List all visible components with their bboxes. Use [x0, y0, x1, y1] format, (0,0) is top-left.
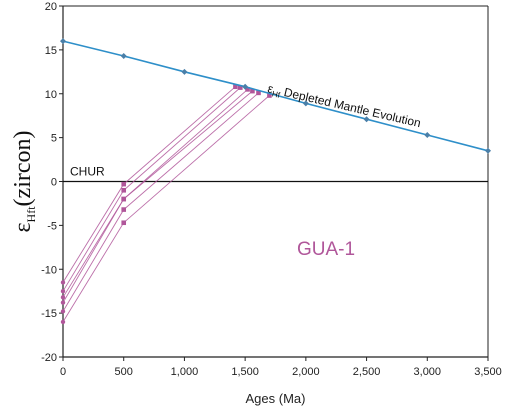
y-tick-label: -10 — [41, 264, 57, 276]
depleted-mantle-label-subscript: Hf — [271, 89, 282, 100]
sample-evolution-line — [62, 95, 270, 323]
y-axis-title-symbol: ε — [10, 222, 36, 232]
sample-evolution-line — [62, 89, 248, 298]
depleted-mantle-label-text: Depleted Mantle Evolution — [279, 84, 422, 130]
y-axis-title-subscript: Hft — [24, 206, 38, 223]
y-tick-label: -15 — [41, 308, 57, 320]
sample-point-present — [60, 309, 66, 314]
depleted-mantle-point — [120, 53, 127, 60]
y-tick-label: 10 — [45, 89, 57, 101]
sample-evolution-line — [62, 92, 259, 312]
sample-point-model-age — [245, 87, 250, 92]
x-axis-title: Ages (Ma) — [246, 391, 306, 406]
sample-evolution-line — [62, 86, 236, 283]
sample-point-present — [60, 280, 66, 285]
depleted-mantle-point — [181, 68, 188, 75]
depleted-mantle-point — [485, 147, 491, 154]
sample-point-present — [60, 288, 66, 294]
y-tick-label: 20 — [45, 1, 57, 13]
depleted-mantle-point — [363, 116, 370, 123]
x-tick-label: 2,000 — [292, 366, 320, 378]
y-axis-title: εHft(zircon) — [10, 130, 38, 232]
x-tick-label: 2,500 — [353, 366, 381, 378]
depleted-mantle-label: εHf Depleted Mantle Evolution — [266, 81, 422, 132]
sample-evolution-line — [62, 87, 241, 292]
sample-point-model-age — [237, 85, 243, 90]
depleted-mantle-point — [242, 83, 249, 90]
sample-point-present — [60, 319, 66, 325]
sample-point-model-age — [233, 84, 238, 90]
sample-point-crystallization — [121, 196, 127, 202]
y-tick-label: -5 — [47, 220, 57, 232]
y-tick-label: 5 — [51, 133, 57, 145]
depleted-mantle-line — [62, 40, 489, 152]
depleted-mantle-point — [60, 38, 66, 45]
sample-point-present — [60, 300, 66, 305]
sample-point-crystallization — [121, 220, 127, 226]
sample-point-crystallization — [121, 207, 127, 212]
x-tick-label: 0 — [60, 366, 66, 378]
depleted-mantle-label-symbol: ε — [266, 81, 275, 96]
y-tick-label: 0 — [51, 177, 57, 189]
y-tick-label: 15 — [45, 45, 57, 57]
sample-point-present — [60, 295, 66, 300]
sample-point-model-age — [250, 88, 255, 94]
x-tick-label: 500 — [115, 366, 133, 378]
x-tick-label: 3,000 — [414, 366, 442, 378]
x-tick-label: 1,000 — [171, 366, 199, 378]
depleted-mantle-series-group — [60, 38, 491, 154]
x-tick-label: 1,500 — [231, 366, 259, 378]
sample-point-crystallization — [121, 187, 127, 193]
sample-label: GUA-1 — [297, 239, 355, 260]
sample-series-group — [60, 84, 272, 325]
sample-point-model-age — [267, 93, 272, 98]
sample-point-crystallization — [121, 181, 127, 187]
depleted-mantle-point — [424, 131, 431, 138]
chur-label: CHUR — [70, 165, 105, 179]
y-axis-title-rest: (zircon) — [10, 130, 36, 206]
y-tick-label: -20 — [41, 352, 57, 364]
x-tick-label: 3,500 — [474, 366, 502, 378]
depleted-mantle-point — [302, 100, 309, 107]
sample-point-model-age — [256, 90, 261, 96]
